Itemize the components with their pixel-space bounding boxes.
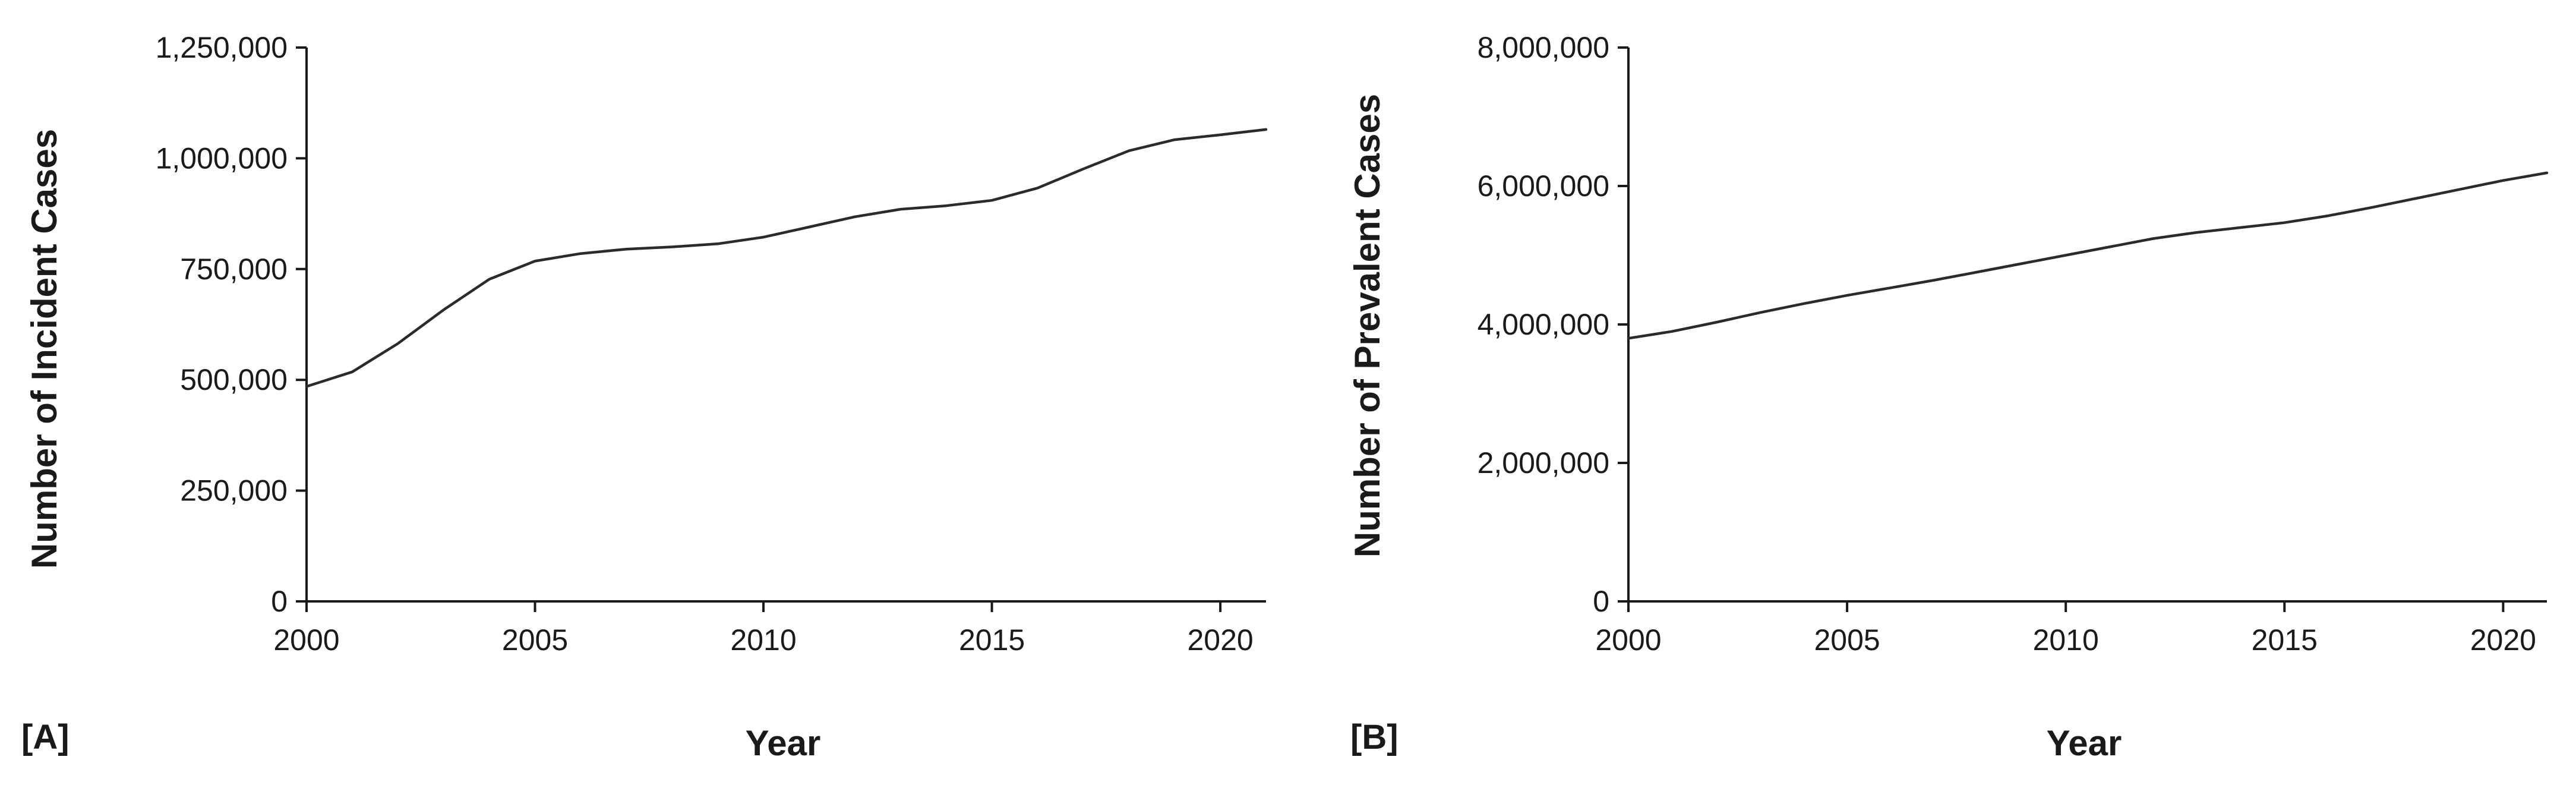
y-tick-label: 250,000 xyxy=(180,474,288,507)
y-tick-label: 6,000,000 xyxy=(1478,169,1609,203)
x-tick-label: 2000 xyxy=(273,623,339,657)
y-tick-label: 750,000 xyxy=(180,253,288,286)
y-tick-label: 1,250,000 xyxy=(156,31,288,64)
y-tick-label: 0 xyxy=(271,585,288,618)
panel-label-a: [A] xyxy=(21,718,70,756)
x-tick-label: 2020 xyxy=(2470,623,2536,657)
y-tick-label: 0 xyxy=(1593,585,1609,618)
series-line-prevalent-cases xyxy=(1627,171,2549,340)
x-tick-label: 2000 xyxy=(1595,623,1661,657)
y-tick-label: 8,000,000 xyxy=(1478,31,1609,64)
x-tick-label: 2015 xyxy=(959,623,1025,657)
y-tick-label: 4,000,000 xyxy=(1478,308,1609,341)
x-tick-label: 2020 xyxy=(1187,623,1253,657)
tick-group-a: 0 250,000 500,000 750,000 1,000,000 1,250,000… xyxy=(156,31,1254,657)
x-axis-title-a: Year xyxy=(746,723,821,763)
chart-prevalent-cases: [B] Year Number of Prevalent Cases 0 2,00… xyxy=(1347,31,2549,763)
chart-incident-cases: [A] Year Number of Incident Cases 0 250,0… xyxy=(21,31,1268,763)
y-tick-label: 2,000,000 xyxy=(1478,446,1609,480)
y-axis-title-b: Number of Prevalent Cases xyxy=(1347,94,1387,557)
x-tick-label: 2015 xyxy=(2252,623,2318,657)
y-tick-label: 1,000,000 xyxy=(156,141,288,175)
x-tick-label: 2005 xyxy=(502,623,568,657)
x-tick-label: 2005 xyxy=(1814,623,1880,657)
series-line-incident-cases xyxy=(305,128,1268,388)
panel-label-b: [B] xyxy=(1350,718,1399,756)
y-tick-label: 500,000 xyxy=(180,363,288,396)
x-tick-label: 2010 xyxy=(730,623,796,657)
x-tick-label: 2010 xyxy=(2033,623,2099,657)
tick-group-b: 0 2,000,000 4,000,000 6,000,000 8,000,000 200… xyxy=(1478,31,2536,657)
x-axis-title-b: Year xyxy=(2047,723,2122,763)
y-axis-title-a: Number of Incident Cases xyxy=(24,129,64,569)
